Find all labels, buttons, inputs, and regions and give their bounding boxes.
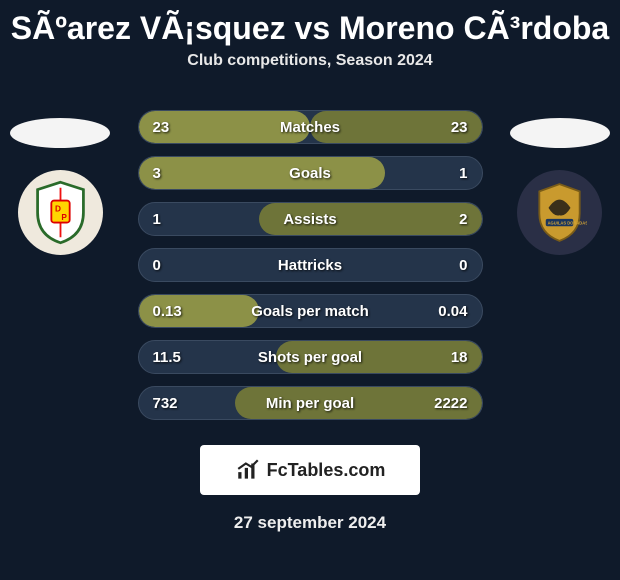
svg-text:AGUILAS DORADAS: AGUILAS DORADAS [548,220,587,225]
stat-value-right: 0.04 [428,303,468,320]
stat-value-left: 0.13 [153,303,193,320]
stat-value-right: 2 [428,211,468,228]
stat-value-right: 18 [428,349,468,366]
svg-text:P: P [61,213,67,222]
stat-row: 0 Hattricks 0 [138,248,483,282]
shield-icon: D P [33,180,88,245]
stat-row: 732 Min per goal 2222 [138,386,483,420]
branding-badge[interactable]: FcTables.com [200,445,420,495]
branding-text: FcTables.com [267,460,386,481]
comparison-content: D P AGUILAS DORADAS 23 Matches 23 3 Goals 1 1 A… [0,90,620,533]
stat-label: Goals [289,165,331,182]
stat-row: 3 Goals 1 [138,156,483,190]
stat-label: Shots per goal [258,349,362,366]
stat-value-left: 23 [153,119,193,136]
stat-label: Hattricks [278,257,342,274]
stats-panel: 23 Matches 23 3 Goals 1 1 Assists 2 0 Hattricks 0 0.… [138,90,483,420]
country-flag-left [10,118,110,148]
svg-text:D: D [55,205,61,214]
stat-value-left: 1 [153,211,193,228]
stat-value-right: 23 [428,119,468,136]
club-logo-left: D P [18,170,103,255]
stat-row: 11.5 Shots per goal 18 [138,340,483,374]
club-logo-right: AGUILAS DORADAS [517,170,602,255]
country-flag-right [510,118,610,148]
stat-row: 1 Assists 2 [138,202,483,236]
stat-row: 0.13 Goals per match 0.04 [138,294,483,328]
chart-icon [235,457,261,483]
stat-value-left: 3 [153,165,193,182]
page-title: SÃºarez VÃ¡squez vs Moreno CÃ³rdoba [0,0,620,52]
stat-value-right: 0 [428,257,468,274]
footer-date: 27 september 2024 [0,513,620,533]
stat-value-right: 2222 [428,395,468,412]
stat-label: Matches [280,119,340,136]
stat-value-left: 11.5 [153,349,193,366]
stat-label: Goals per match [251,303,369,320]
stat-value-left: 732 [153,395,193,412]
stat-value-left: 0 [153,257,193,274]
stat-label: Assists [283,211,336,228]
shield-icon: AGUILAS DORADAS [532,180,587,245]
stat-value-right: 1 [428,165,468,182]
stat-label: Min per goal [266,395,354,412]
stat-row: 23 Matches 23 [138,110,483,144]
page-subtitle: Club competitions, Season 2024 [0,52,620,90]
